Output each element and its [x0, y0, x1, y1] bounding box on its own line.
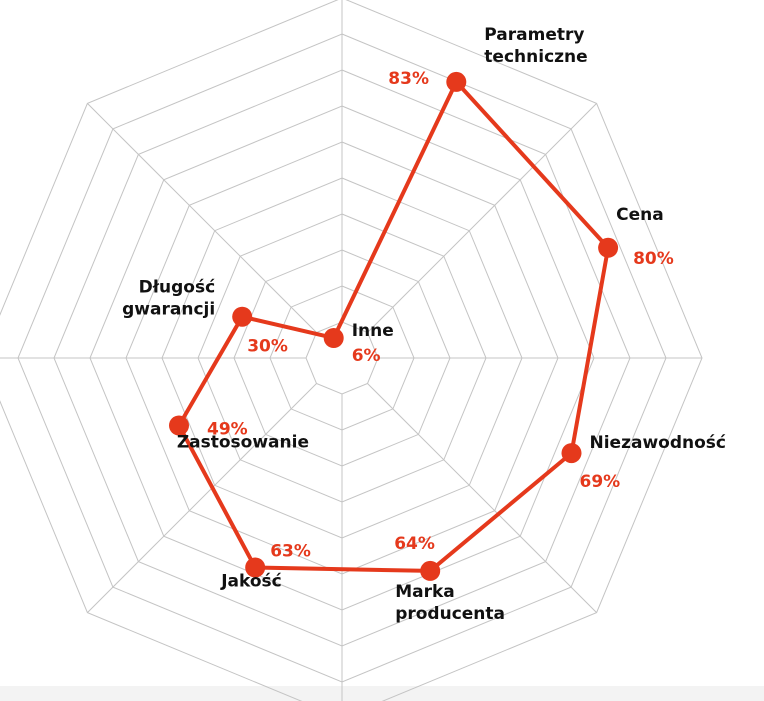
value-label: 64% [394, 534, 435, 554]
value-label: 83% [388, 69, 429, 89]
category-label: Parametry techniczne [484, 25, 587, 67]
category-label: Inne [352, 321, 394, 341]
value-label: 49% [207, 420, 248, 440]
data-point [420, 560, 441, 581]
value-label: 80% [633, 249, 674, 269]
data-point [169, 415, 189, 436]
grid-spoke [87, 383, 317, 613]
grid-spoke [87, 103, 317, 333]
category-label: Niezawodność [590, 433, 726, 453]
category-label: Długość gwarancji [122, 278, 215, 320]
category-label: Zastosowanie [177, 433, 309, 453]
radar-series [169, 71, 619, 581]
category-label: Jakość [220, 572, 282, 592]
data-point [245, 557, 266, 578]
grid-spoke [367, 103, 597, 333]
data-point [446, 71, 467, 92]
radar-grid [0, 0, 703, 701]
radar-labels: Parametry techniczne 83% Cena 80% Niezawodnoś… [122, 25, 726, 624]
value-label: 69% [580, 472, 621, 492]
category-label: Marka producenta [395, 582, 505, 624]
grid-spoke [367, 383, 597, 613]
bottom-band [0, 686, 764, 701]
grid-ring [0, 0, 703, 701]
category-label: Cena [616, 205, 664, 225]
data-point [561, 443, 582, 464]
data-point [598, 237, 619, 258]
data-point [232, 306, 253, 327]
value-label: 63% [270, 542, 311, 562]
value-label: 6% [352, 346, 381, 366]
value-label: 30% [247, 337, 288, 357]
data-point [323, 328, 344, 348]
